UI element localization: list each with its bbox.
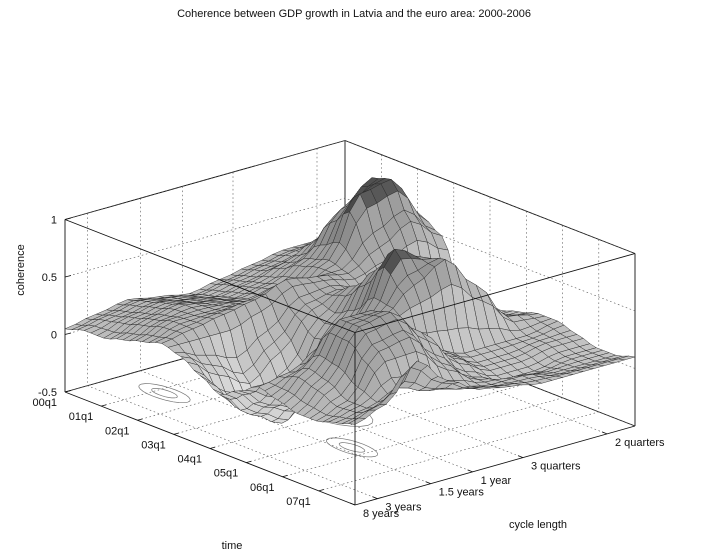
cycle-tick-label: 3 years xyxy=(385,502,422,514)
floor-contour xyxy=(325,437,379,458)
time-tick xyxy=(137,418,143,421)
time-tick xyxy=(246,460,252,464)
cycle-tick xyxy=(425,481,431,485)
cycle-tick xyxy=(467,469,473,473)
box-edge xyxy=(64,140,346,220)
cycle-gridline xyxy=(182,186,473,473)
time-tick xyxy=(64,390,71,393)
cycle-tick xyxy=(601,431,608,435)
surface-cell xyxy=(348,417,366,425)
time-tick xyxy=(209,446,216,449)
time-tick-label: 06q1 xyxy=(250,482,274,494)
chart-title: Coherence between GDP growth in Latvia a… xyxy=(177,8,531,20)
time-tick-label: 01q1 xyxy=(69,411,93,423)
time-tick-label: 05q1 xyxy=(214,468,238,480)
box-edge xyxy=(354,253,636,333)
z-axis-label: coherence xyxy=(15,244,27,295)
box-edge xyxy=(354,425,636,506)
z-tick xyxy=(64,217,72,220)
z-tick-label: 0 xyxy=(51,330,57,342)
time-tick xyxy=(101,404,107,407)
time-gridline xyxy=(318,239,600,492)
cycle-tick-label: 8 years xyxy=(363,508,400,520)
time-tick-label: 04q1 xyxy=(178,454,202,466)
y-axis-label: cycle length xyxy=(509,519,567,531)
cycle-tick-label: 1 year xyxy=(481,475,512,487)
time-tick-label: 02q1 xyxy=(105,425,129,437)
time-gridline xyxy=(282,225,563,478)
time-tick-label: 00q1 xyxy=(33,397,57,409)
floor-contour xyxy=(151,388,178,399)
z-tick xyxy=(64,275,72,278)
cycle-gridline xyxy=(87,213,378,499)
z-gridline xyxy=(64,140,636,254)
cycle-tick-label: 2 quarters xyxy=(615,437,665,449)
z-tick xyxy=(64,332,72,335)
coherence-surface xyxy=(64,177,636,425)
cycle-tick xyxy=(349,502,356,506)
time-tick xyxy=(282,474,288,478)
time-tick xyxy=(173,432,179,435)
floor-contour xyxy=(138,383,191,404)
cycle-gridline xyxy=(140,198,431,484)
z-tick-label: -0.5 xyxy=(38,387,57,399)
cycle-tick-label: 3 quarters xyxy=(531,461,581,473)
time-tick-label: 07q1 xyxy=(286,496,310,508)
cycle-tick-label: 1.5 years xyxy=(439,487,485,499)
time-tick-label: 03q1 xyxy=(141,439,165,451)
cycle-tick xyxy=(517,455,524,458)
cycle-tick xyxy=(372,496,378,500)
time-tick xyxy=(318,489,324,492)
x-axis-label: time xyxy=(222,540,243,552)
z-tick-label: 0.5 xyxy=(42,272,57,284)
box-edge xyxy=(64,219,356,333)
z-tick-label: 1 xyxy=(51,215,57,227)
floor-contour xyxy=(338,442,366,453)
z-gridline xyxy=(64,197,636,312)
